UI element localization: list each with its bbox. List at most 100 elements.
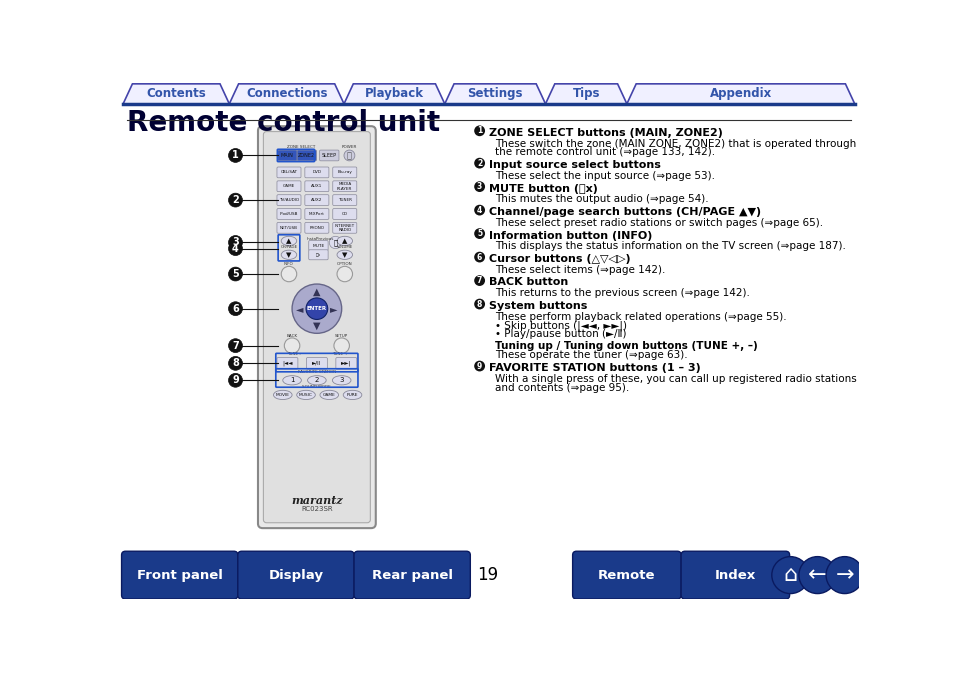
Text: ▲: ▲ [342,238,347,244]
Text: FAVORITE STATION: FAVORITE STATION [297,370,335,374]
Text: 3: 3 [339,378,344,384]
Text: BACK: BACK [286,334,297,339]
Text: 9: 9 [232,376,238,385]
Circle shape [229,374,242,387]
Text: MUTE: MUTE [312,244,324,248]
Text: 5: 5 [232,269,238,279]
Ellipse shape [274,390,292,400]
Text: ◄: ◄ [295,304,303,314]
Text: OPTION: OPTION [336,262,353,266]
Text: 1: 1 [232,151,238,160]
Text: 6: 6 [476,252,482,262]
Ellipse shape [296,390,315,400]
Text: →: → [835,565,853,585]
Text: InstaPrevious: InstaPrevious [307,237,335,241]
FancyBboxPatch shape [277,150,296,161]
Circle shape [229,236,242,250]
Ellipse shape [332,376,351,385]
Text: Channel/page search buttons (CH/PAGE ▲▼): Channel/page search buttons (CH/PAGE ▲▼) [488,207,760,217]
FancyBboxPatch shape [305,167,329,178]
Polygon shape [444,84,545,104]
Circle shape [229,357,242,370]
Text: • Play/pause button (►/Ⅱ): • Play/pause button (►/Ⅱ) [495,330,626,339]
Text: PURE: PURE [346,393,358,397]
Text: PHONO: PHONO [309,226,324,230]
FancyBboxPatch shape [296,150,316,161]
Text: TUNER: TUNER [337,198,352,202]
Text: MUTE button (⦚x): MUTE button (⦚x) [488,184,598,194]
Text: This returns to the previous screen (⇒page 142).: This returns to the previous screen (⇒pa… [495,288,749,298]
Circle shape [344,150,355,161]
Ellipse shape [281,236,296,246]
FancyBboxPatch shape [333,223,356,234]
Text: BACK button: BACK button [488,277,568,287]
Circle shape [229,149,242,162]
Text: ►►|: ►►| [341,361,352,366]
Text: MEDIA
PLAYER: MEDIA PLAYER [336,182,352,190]
Circle shape [292,284,341,333]
FancyBboxPatch shape [276,223,301,234]
Circle shape [336,267,353,282]
Ellipse shape [307,376,326,385]
Text: This displays the status information on the TV screen (⇒page 187).: This displays the status information on … [495,242,845,251]
Circle shape [229,339,242,353]
Circle shape [798,557,835,594]
Text: Input source select buttons: Input source select buttons [488,160,660,170]
FancyBboxPatch shape [121,551,237,599]
Circle shape [284,338,299,353]
Text: Connections: Connections [246,87,327,100]
Text: Cursor buttons (△▽◁▷): Cursor buttons (△▽◁▷) [488,254,630,264]
FancyBboxPatch shape [572,551,680,599]
Text: These select preset radio stations or switch pages (⇒page 65).: These select preset radio stations or sw… [495,218,822,228]
Text: 8: 8 [232,358,238,368]
Ellipse shape [336,250,353,259]
Text: Index: Index [714,569,755,581]
Text: Tips: Tips [572,87,599,100]
FancyBboxPatch shape [276,167,301,178]
Text: 🔇x: 🔇x [315,253,321,257]
Text: CH/PAGE: CH/PAGE [280,245,297,249]
Circle shape [474,361,484,371]
Text: 4: 4 [476,206,482,215]
Text: 6: 6 [232,304,238,314]
FancyBboxPatch shape [333,167,356,178]
Text: 2: 2 [232,195,238,205]
Text: AUX2: AUX2 [311,198,322,202]
Text: Blu-ray: Blu-ray [337,170,352,174]
FancyBboxPatch shape [276,181,301,192]
FancyBboxPatch shape [237,551,354,599]
FancyBboxPatch shape [263,132,370,523]
Text: 5: 5 [476,229,481,238]
FancyBboxPatch shape [333,209,356,219]
Text: marantz: marantz [291,495,342,506]
Text: This mutes the output audio (⇒page 54).: This mutes the output audio (⇒page 54). [495,194,708,205]
FancyBboxPatch shape [680,551,789,599]
Circle shape [306,298,328,320]
Text: ▲: ▲ [286,238,292,244]
Text: These operate the tuner (⇒page 63).: These operate the tuner (⇒page 63). [495,350,687,360]
Circle shape [771,557,808,594]
Text: ►/II: ►/II [312,361,321,366]
FancyBboxPatch shape [276,209,301,219]
Text: Contents: Contents [146,87,206,100]
Text: Information button (INFO): Information button (INFO) [488,231,652,240]
Ellipse shape [281,250,296,259]
Text: These perform playback related operations (⇒page 55).: These perform playback related operation… [495,312,786,322]
Text: 2: 2 [476,159,482,168]
Text: M-XPort: M-XPort [309,212,324,216]
Text: ▼: ▼ [342,252,347,258]
Text: Rear panel: Rear panel [372,569,453,581]
Circle shape [825,557,862,594]
Polygon shape [123,84,229,104]
Text: INTERNET
RADIO: INTERNET RADIO [335,223,355,232]
Text: POWER: POWER [341,145,356,149]
Text: CBL/SAT: CBL/SAT [280,170,297,174]
Text: SOUND MODE: SOUND MODE [302,385,331,389]
Circle shape [474,181,484,192]
Circle shape [474,228,484,239]
Text: and contents (⇒page 95).: and contents (⇒page 95). [495,382,629,392]
Circle shape [334,338,349,353]
Circle shape [474,157,484,168]
Text: Front panel: Front panel [136,569,222,581]
Circle shape [474,252,484,262]
